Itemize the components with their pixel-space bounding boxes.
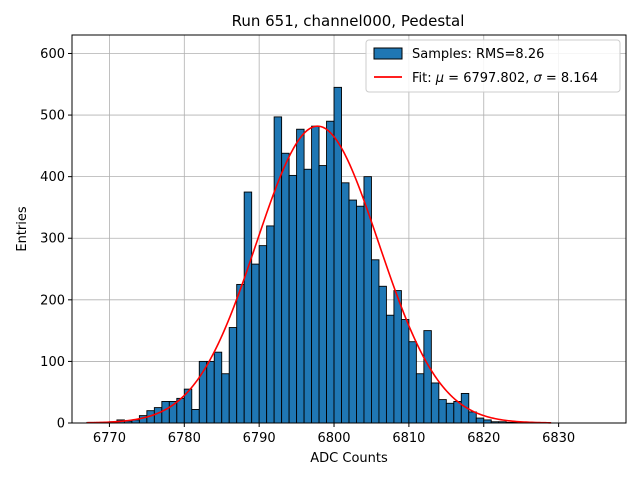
histogram-bar: [475, 417, 485, 424]
histogram-bars: [86, 86, 537, 424]
fit-label-sigma: σ: [534, 71, 543, 86]
histogram-bar: [251, 263, 260, 424]
histogram-bar: [371, 259, 380, 424]
histogram-bar: [243, 191, 253, 424]
histogram-bar: [326, 120, 335, 424]
x-tick-label: 6800: [317, 431, 350, 446]
histogram-bar: [348, 199, 357, 424]
legend: Samples: RMS=8.26 Fit: μ = 6797.802, σ =…: [365, 39, 621, 93]
histogram-bar: [191, 409, 200, 424]
histogram-bar: [153, 407, 163, 424]
histogram-bar: [213, 351, 223, 424]
legend-entry-histogram: Samples: RMS=8.26: [412, 47, 544, 62]
histogram-bar: [400, 319, 410, 424]
histogram-bar: [273, 116, 283, 424]
chart-title: Run 651, channel000, Pedestal: [232, 12, 465, 30]
histogram-bar: [408, 341, 417, 424]
histogram-bar: [341, 182, 350, 424]
histogram-bar: [385, 314, 395, 424]
y-tick-label: 400: [40, 170, 65, 185]
histogram-bar: [363, 176, 372, 424]
fit-label-mu-value: = 6797.802,: [444, 71, 533, 86]
y-axis-title: Entries: [15, 206, 30, 252]
x-axis-title: ADC Counts: [310, 451, 388, 466]
fit-label-sigma-value: = 8.164: [542, 71, 598, 86]
y-tick-label: 600: [40, 47, 65, 62]
histogram-bar: [288, 174, 298, 424]
legend-box: [365, 39, 621, 93]
histogram-bar: [266, 225, 275, 424]
histogram-bar: [453, 400, 462, 424]
x-tick-label: 6770: [93, 431, 126, 446]
histogram-bar: [206, 360, 215, 424]
histogram-bar: [445, 402, 455, 424]
x-tick-label: 6810: [392, 431, 425, 446]
histogram-bar: [303, 168, 313, 424]
x-tick-label: 6790: [243, 431, 276, 446]
histogram-bar: [438, 399, 447, 424]
histogram-bar: [415, 373, 425, 424]
histogram-bar: [393, 290, 402, 424]
histogram-bar: [236, 283, 245, 424]
histogram-bar: [258, 245, 268, 424]
histogram-bar: [468, 411, 477, 424]
histogram-bar: [356, 205, 365, 424]
histogram-bar: [221, 373, 230, 424]
histogram-bar: [423, 330, 432, 424]
legend-swatch-histogram: [373, 47, 403, 60]
histogram-bar: [378, 285, 387, 424]
y-tick-label: 0: [57, 417, 65, 432]
y-tick-label: 100: [40, 355, 65, 370]
y-tick-label: 200: [40, 293, 65, 308]
legend-entry-fit: Fit: μ = 6797.802, σ = 8.164: [412, 71, 598, 86]
histogram-bar: [430, 382, 440, 424]
x-tick-label: 6780: [168, 431, 201, 446]
fit-label-mu: μ: [435, 71, 444, 86]
histogram-bar: [161, 400, 170, 424]
plot-area: [71, 34, 627, 424]
x-axis-ticks: 6770 6780 6790 6800 6810 6820 6830: [93, 423, 575, 446]
histogram-bar: [296, 128, 305, 424]
fit-label-prefix: Fit:: [412, 71, 436, 86]
histogram-bar: [311, 125, 320, 424]
y-tick-label: 500: [40, 109, 65, 124]
fit-curve: [86, 125, 552, 424]
histogram-bar: [318, 165, 327, 424]
histogram-bar: [228, 327, 238, 424]
y-tick-label: 300: [40, 232, 65, 247]
y-axis-ticks: 0 100 200 300 400 500 600: [40, 47, 72, 432]
histogram-bar: [281, 152, 290, 424]
plot-frame: [71, 34, 627, 424]
x-tick-label: 6830: [542, 431, 575, 446]
x-tick-label: 6820: [467, 431, 500, 446]
